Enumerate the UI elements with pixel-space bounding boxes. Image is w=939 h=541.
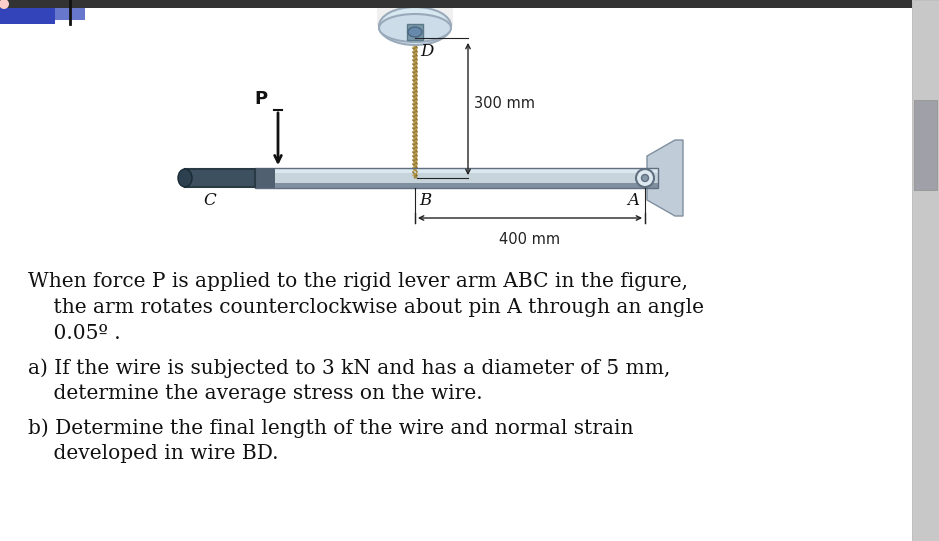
- Text: D: D: [420, 43, 434, 60]
- Bar: [255, 168, 658, 188]
- Ellipse shape: [408, 27, 422, 37]
- Bar: [0, 8, 55, 24]
- Text: b) Determine the final length of the wire and normal strain: b) Determine the final length of the wir…: [28, 418, 634, 438]
- Text: the arm rotates counterclockwise about pin A through an angle: the arm rotates counterclockwise about p…: [28, 298, 704, 317]
- Circle shape: [636, 169, 654, 187]
- Text: B: B: [419, 192, 431, 209]
- Bar: [0, 0, 912, 8]
- Polygon shape: [253, 168, 275, 188]
- Text: 400 mm: 400 mm: [500, 232, 561, 247]
- Bar: [0, 20, 912, 260]
- Bar: [255, 183, 658, 188]
- Bar: [55, 8, 85, 20]
- Bar: [185, 169, 255, 187]
- Text: 0.05º .: 0.05º .: [28, 324, 120, 343]
- Text: When force P is applied to the rigid lever arm ABC in the figure,: When force P is applied to the rigid lev…: [28, 272, 688, 291]
- Text: 300 mm: 300 mm: [474, 96, 535, 111]
- Bar: [914, 100, 937, 190]
- Polygon shape: [647, 140, 683, 216]
- Text: A: A: [627, 192, 639, 209]
- Text: determine the average stress on the wire.: determine the average stress on the wire…: [28, 384, 483, 403]
- Bar: [377, 0, 453, 26]
- Ellipse shape: [178, 169, 192, 187]
- Ellipse shape: [379, 7, 451, 45]
- Bar: [0, 258, 912, 541]
- Text: C: C: [204, 192, 216, 209]
- Text: a) If the wire is subjected to 3 kN and has a diameter of 5 mm,: a) If the wire is subjected to 3 kN and …: [28, 358, 670, 378]
- Text: developed in wire BD.: developed in wire BD.: [28, 444, 279, 463]
- Bar: [255, 168, 658, 173]
- Bar: [407, 24, 423, 40]
- Ellipse shape: [379, 14, 451, 42]
- Bar: [912, 0, 939, 541]
- Circle shape: [641, 175, 649, 181]
- Bar: [255, 168, 658, 188]
- Text: P: P: [254, 90, 268, 108]
- Circle shape: [0, 0, 9, 9]
